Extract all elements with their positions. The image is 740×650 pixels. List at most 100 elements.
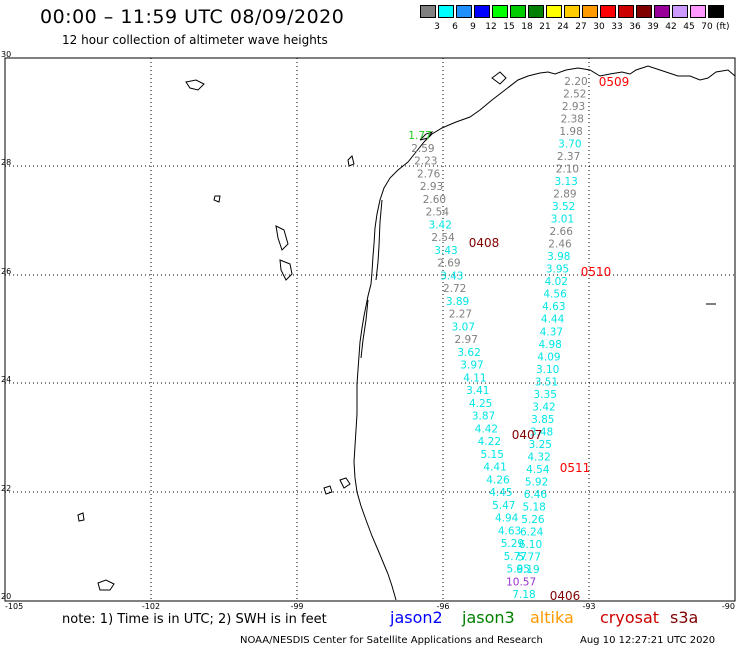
map-title: 00:00 – 11:59 UTC 08/09/2020 <box>40 6 345 28</box>
inland-lake-4 <box>347 155 355 167</box>
swh-label-east: 6.10 <box>519 539 542 551</box>
bay-inlet <box>419 131 434 141</box>
swh-label-east: 4.32 <box>527 451 550 463</box>
swh-label-west: 3.42 <box>429 219 452 231</box>
legend-label: 21 <box>539 22 551 32</box>
legend-label: 33 <box>611 22 623 32</box>
swh-label-east: 3.98 <box>547 251 570 263</box>
inland-lake-3 <box>279 259 293 281</box>
swh-label-east: 5.26 <box>521 514 545 526</box>
legend-swatch <box>510 5 526 18</box>
wave-height-labels: 1.772.592.232.762.932.602.543.422.543.43… <box>408 76 587 601</box>
lon-tick-label: -90 <box>722 602 735 611</box>
swh-label-east: 3.01 <box>551 214 574 226</box>
legend-swatch <box>654 5 670 18</box>
legend-swatch <box>582 5 598 18</box>
swh-label-west: 3.43 <box>440 270 463 282</box>
swh-label-west: 5.77 <box>504 551 527 563</box>
lat-tick-label: 20 <box>1 592 11 601</box>
legend-swatch <box>528 5 544 18</box>
inland-lake-6 <box>97 579 115 591</box>
legend-swatch <box>492 5 508 18</box>
swh-label-west: 7.18 <box>512 589 535 601</box>
legend-label: 42 <box>665 22 677 32</box>
swh-label-east: 2.46 <box>548 239 572 251</box>
pass-time-stamps: 0509 0408 0510 0407 0511 0406 <box>469 75 630 603</box>
swh-label-east: 3.52 <box>552 201 575 213</box>
swh-label-west: 4.63 <box>498 525 521 537</box>
lon-tick-label: -99 <box>290 602 303 611</box>
swh-label-west: 5.47 <box>492 500 515 512</box>
lat-tick-label: 24 <box>1 375 11 384</box>
swh-label-east: 3.95 <box>546 264 569 276</box>
legend-label: 15 <box>503 22 515 32</box>
lat-tick-label: 26 <box>1 267 11 276</box>
swh-label-east: 2.10 <box>556 164 579 176</box>
swh-label-west: 2.59 <box>411 143 434 155</box>
swh-label-west: 2.97 <box>455 334 478 346</box>
legend-label: 24 <box>557 22 569 32</box>
swh-label-west: 2.54 <box>426 207 450 219</box>
pass-time-label: 0407 <box>512 428 543 442</box>
coastline <box>77 65 736 601</box>
satellite-name: jason2 <box>390 608 443 627</box>
swh-label-west: 2.54 <box>431 232 455 244</box>
swh-label-east: 1.98 <box>559 126 582 138</box>
swh-label-west: 2.76 <box>417 168 441 180</box>
inland-lake-2 <box>275 225 289 251</box>
swh-label-west: 4.45 <box>489 487 512 499</box>
swh-label-east: 5.92 <box>525 476 548 488</box>
lon-tick-label: -93 <box>582 602 595 611</box>
legend-unit: (ft) <box>716 22 730 32</box>
lat-lon-grid: 30 28 26 24 22 20-105 -102 -99 -96 -93 -90 <box>1 50 735 611</box>
swh-label-west: 2.27 <box>449 309 472 321</box>
swh-label-east: 2.20 <box>564 76 587 88</box>
satellite-name: altika <box>530 608 574 627</box>
legend-label: 3 <box>434 22 440 32</box>
swh-label-east: 5.77 <box>518 551 541 563</box>
satellite-name: jason3 <box>462 608 515 627</box>
generated-timestamp: Aug 10 12:27:21 UTC 2020 <box>580 635 716 646</box>
swh-label-west: 3.62 <box>457 347 480 359</box>
map-frame <box>4 57 736 602</box>
swh-label-west: 4.11 <box>463 372 486 384</box>
legend-label: 18 <box>521 22 533 32</box>
swh-label-west: 3.41 <box>466 385 489 397</box>
legend-swatch <box>438 5 454 18</box>
swh-label-east: 4.98 <box>538 339 561 351</box>
swh-label-east: 3.35 <box>534 389 557 401</box>
swh-label-west: 4.22 <box>478 436 501 448</box>
legend-label: 27 <box>575 22 587 32</box>
swh-label-east: 2.89 <box>553 189 576 201</box>
swh-label-east: 6.24 <box>520 526 544 538</box>
swh-label-east: 2.52 <box>563 89 586 101</box>
swh-label-east: 3.51 <box>535 376 558 388</box>
lat-tick-label: 30 <box>1 50 11 59</box>
legend-swatch <box>474 5 490 18</box>
pass-time-label: 0511 <box>560 461 591 475</box>
legend-label: 6 <box>452 22 458 32</box>
barrier-island-padre <box>375 199 383 281</box>
swh-label-east: 2.66 <box>550 226 574 238</box>
swh-label-east: 4.37 <box>540 326 563 338</box>
legend-swatch <box>546 5 562 18</box>
footer-note: note: 1) Time is in UTC; 2) SWH is in fe… <box>62 612 327 627</box>
swh-label-west: 4.41 <box>483 462 506 474</box>
swh-label-east: 4.02 <box>545 276 568 288</box>
swh-label-west: 2.93 <box>420 181 443 193</box>
inland-lake-9 <box>491 71 507 85</box>
legend-swatch <box>672 5 688 18</box>
swh-label-east: 3.42 <box>532 401 555 413</box>
pass-time-label: 0406 <box>550 589 581 603</box>
barrier-island-lagoon <box>360 299 369 359</box>
map-subtitle: 12 hour collection of altimeter wave hei… <box>62 33 328 47</box>
swh-label-west: 2.23 <box>414 156 437 168</box>
legend-label: 30 <box>593 22 605 32</box>
swh-label-west: 5.15 <box>481 449 504 461</box>
swh-label-east: 4.54 <box>526 464 550 476</box>
inland-lake-11 <box>339 477 351 489</box>
inland-lake-10 <box>323 485 333 495</box>
inland-lake-5 <box>213 195 221 203</box>
pass-time-label: 0510 <box>581 265 612 279</box>
